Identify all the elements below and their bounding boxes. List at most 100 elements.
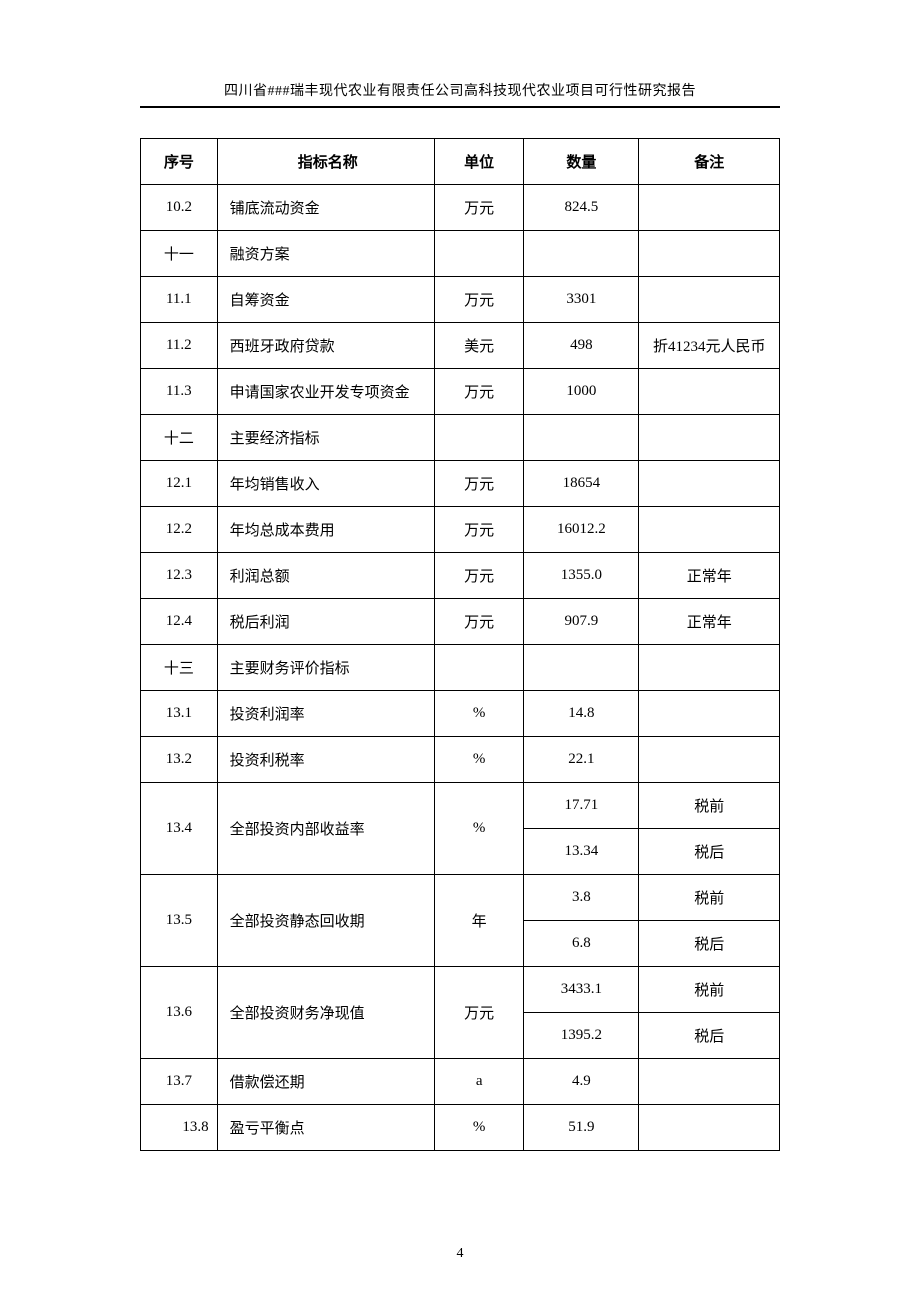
cell-note: 税前 [639,783,780,829]
cell-seq: 13.2 [141,737,218,783]
cell-unit: 万元 [434,185,523,231]
cell-unit: 万元 [434,967,523,1059]
cell-qty: 6.8 [524,921,639,967]
cell-qty: 1395.2 [524,1013,639,1059]
cell-unit: 美元 [434,323,523,369]
cell-unit: 万元 [434,553,523,599]
cell-seq: 12.2 [141,507,218,553]
cell-unit: % [434,1105,523,1151]
cell-seq: 12.4 [141,599,218,645]
cell-name: 年均销售收入 [217,461,434,507]
cell-note: 税前 [639,967,780,1013]
cell-note [639,231,780,277]
cell-name: 税后利润 [217,599,434,645]
table-row: 13.1投资利润率%14.8 [141,691,780,737]
table-row: 11.2西班牙政府贷款美元498折41234元人民币 [141,323,780,369]
cell-qty: 3301 [524,277,639,323]
cell-qty: 3433.1 [524,967,639,1013]
cell-name: 申请国家农业开发专项资金 [217,369,434,415]
cell-name: 借款偿还期 [217,1059,434,1105]
cell-unit [434,231,523,277]
col-header-qty: 数量 [524,139,639,185]
table-row: 12.4税后利润万元907.9正常年 [141,599,780,645]
cell-note [639,737,780,783]
cell-name: 铺底流动资金 [217,185,434,231]
cell-name: 全部投资内部收益率 [217,783,434,875]
cell-qty: 18654 [524,461,639,507]
cell-seq: 12.3 [141,553,218,599]
cell-note: 税后 [639,1013,780,1059]
cell-qty [524,415,639,461]
cell-name: 主要财务评价指标 [217,645,434,691]
cell-unit: 年 [434,875,523,967]
col-header-name: 指标名称 [217,139,434,185]
table-row: 13.5全部投资静态回收期年3.8税前 [141,875,780,921]
cell-note [639,507,780,553]
cell-qty: 14.8 [524,691,639,737]
cell-qty: 17.71 [524,783,639,829]
cell-name: 全部投资财务净现值 [217,967,434,1059]
cell-unit: 万元 [434,599,523,645]
cell-unit: 万元 [434,461,523,507]
cell-note [639,461,780,507]
cell-note [639,645,780,691]
cell-qty: 1355.0 [524,553,639,599]
cell-unit [434,415,523,461]
cell-seq: 13.6 [141,967,218,1059]
cell-qty [524,645,639,691]
cell-seq: 11.1 [141,277,218,323]
cell-seq: 13.4 [141,783,218,875]
table-row: 13.2投资利税率%22.1 [141,737,780,783]
cell-note [639,185,780,231]
cell-seq: 12.1 [141,461,218,507]
cell-note: 税前 [639,875,780,921]
cell-qty: 13.34 [524,829,639,875]
cell-name: 融资方案 [217,231,434,277]
table-row: 11.3申请国家农业开发专项资金万元1000 [141,369,780,415]
cell-note [639,691,780,737]
cell-name: 投资利税率 [217,737,434,783]
cell-qty: 51.9 [524,1105,639,1151]
table-header-row: 序号 指标名称 单位 数量 备注 [141,139,780,185]
cell-note [639,277,780,323]
cell-note: 正常年 [639,599,780,645]
cell-seq: 13.5 [141,875,218,967]
cell-unit: 万元 [434,277,523,323]
table-body: 10.2铺底流动资金万元824.5十一融资方案11.1自筹资金万元330111.… [141,185,780,1151]
col-header-unit: 单位 [434,139,523,185]
table-row: 13.7借款偿还期a4.9 [141,1059,780,1105]
cell-name: 投资利润率 [217,691,434,737]
cell-qty [524,231,639,277]
cell-name: 盈亏平衡点 [217,1105,434,1151]
col-header-note: 备注 [639,139,780,185]
cell-seq: 十一 [141,231,218,277]
cell-name: 全部投资静态回收期 [217,875,434,967]
cell-qty: 16012.2 [524,507,639,553]
indicators-table: 序号 指标名称 单位 数量 备注 10.2铺底流动资金万元824.5十一融资方案… [140,138,780,1151]
cell-qty: 4.9 [524,1059,639,1105]
cell-note: 税后 [639,829,780,875]
cell-qty: 1000 [524,369,639,415]
cell-note: 折41234元人民币 [639,323,780,369]
cell-name: 利润总额 [217,553,434,599]
cell-seq: 11.2 [141,323,218,369]
cell-seq: 十二 [141,415,218,461]
cell-note: 税后 [639,921,780,967]
cell-unit: a [434,1059,523,1105]
table-row: 12.1年均销售收入万元18654 [141,461,780,507]
cell-name: 西班牙政府贷款 [217,323,434,369]
cell-note [639,1105,780,1151]
cell-unit: % [434,691,523,737]
cell-note: 正常年 [639,553,780,599]
cell-unit: % [434,783,523,875]
page-number: 4 [0,1246,920,1262]
table-row: 十三主要财务评价指标 [141,645,780,691]
table-row: 10.2铺底流动资金万元824.5 [141,185,780,231]
cell-name: 主要经济指标 [217,415,434,461]
document-page: 四川省###瑞丰现代农业有限责任公司高科技现代农业项目可行性研究报告 序号 指标… [0,0,920,1211]
table-row: 11.1自筹资金万元3301 [141,277,780,323]
cell-name: 年均总成本费用 [217,507,434,553]
cell-qty: 498 [524,323,639,369]
cell-qty: 22.1 [524,737,639,783]
cell-unit: 万元 [434,369,523,415]
